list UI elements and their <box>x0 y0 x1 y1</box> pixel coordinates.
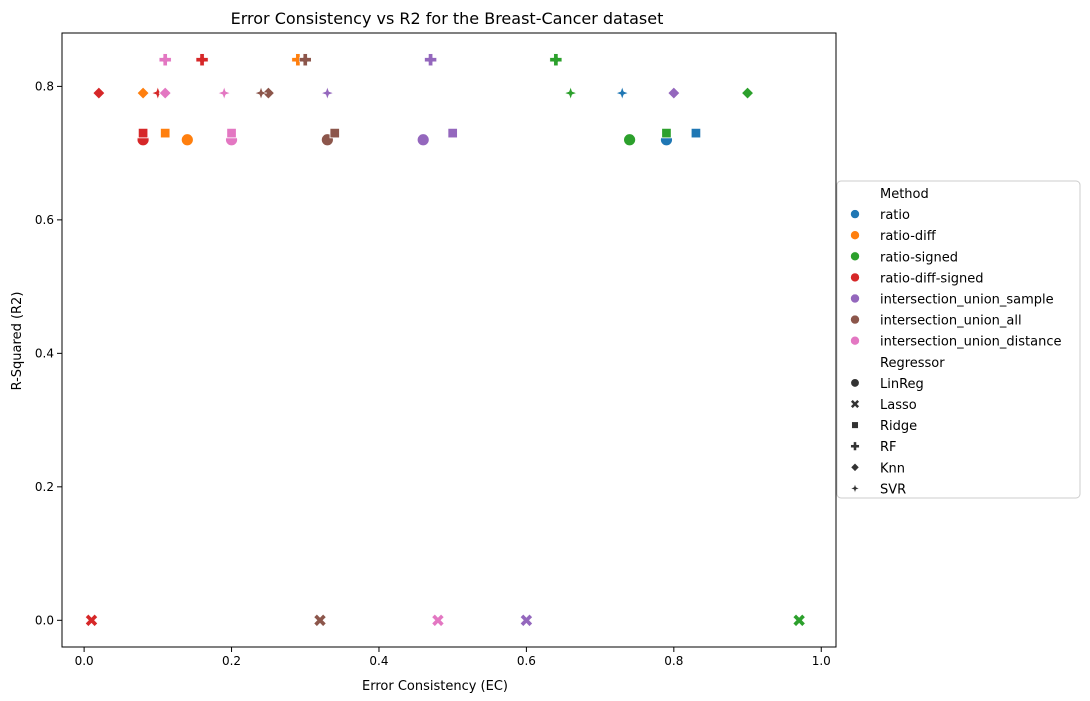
legend-swatch-intersection-union-distance <box>850 335 860 346</box>
point-ratio-signed-svr <box>563 86 578 100</box>
legend-entries: Method ratio ratio-diff ratio-signed ratio-d… <box>849 187 1061 497</box>
point-intersection-union-distance-rf <box>158 53 172 66</box>
legend-label: SVR <box>880 482 906 497</box>
point-ratio-ridge <box>690 127 702 139</box>
point-ratio-diff-signed-knn <box>92 86 106 100</box>
plot-area <box>61 32 837 648</box>
legend: Method ratio ratio-diff ratio-signed ratio-d… <box>836 180 1081 499</box>
x-tick-label: 0.6 <box>517 654 536 668</box>
point-intersection-union-sample-ridge <box>447 127 458 139</box>
point-ratio-diff-signed-rf <box>195 53 209 66</box>
point-intersection-union-sample-knn <box>667 86 681 100</box>
y-tick-label: 0.8 <box>35 79 54 93</box>
point-intersection-union-all-svr <box>254 86 268 100</box>
point-ratio-signed-ridge <box>661 127 672 139</box>
legend-label: intersection_union_sample <box>880 293 1054 308</box>
y-axis-ticks: 0.0 0.2 0.4 0.6 0.8 <box>35 79 62 627</box>
legend-swatch-intersection-union-all <box>850 314 860 325</box>
point-intersection-union-distance-svr <box>217 86 231 100</box>
x-axis-ticks: 0.0 0.2 0.4 0.6 0.8 1.0 <box>75 647 831 668</box>
point-ratio-signed-rf <box>549 53 563 66</box>
legend-marker-lasso <box>850 399 860 409</box>
legend-label: ratio <box>880 208 910 223</box>
point-intersection-union-all-knn <box>261 86 275 100</box>
point-ratio-svr <box>615 86 629 100</box>
legend-label: Knn <box>880 461 905 476</box>
legend-label: Lasso <box>880 398 917 413</box>
point-intersection-union-sample-svr <box>320 86 335 100</box>
legend-swatch-ratio-diff-signed <box>850 272 860 283</box>
point-ratio-diff-ridge <box>160 127 171 139</box>
x-tick-label: 0.8 <box>664 654 683 668</box>
legend-marker-ridge <box>851 421 859 429</box>
legend-method-title: Method <box>880 187 929 202</box>
legend-regressor-title: Regressor <box>880 356 945 371</box>
point-intersection-union-all-lasso <box>313 613 327 627</box>
point-intersection-union-all-rf <box>299 53 312 66</box>
legend-marker-linreg <box>850 378 860 388</box>
point-ratio-diff-knn <box>136 86 150 100</box>
legend-label: ratio-diff-signed <box>880 271 984 286</box>
x-tick-label: 0.4 <box>369 654 388 668</box>
axes-frame <box>61 32 837 648</box>
chart-title: Error Consistency vs R2 for the Breast-C… <box>231 9 664 28</box>
point-ratio-diff-signed-ridge <box>137 127 149 139</box>
x-axis-label: Error Consistency (EC) <box>362 679 508 694</box>
y-axis-label: R-Squared (R2) <box>10 292 25 391</box>
legend-label: LinReg <box>880 377 924 392</box>
legend-label: ratio-signed <box>880 250 958 265</box>
point-intersection-union-sample-lasso <box>519 613 533 627</box>
legend-swatch-ratio <box>850 209 860 219</box>
legend-label: RF <box>880 440 897 455</box>
legend-label: ratio-diff <box>880 229 937 244</box>
y-tick-label: 0.4 <box>35 346 54 360</box>
legend-swatch-ratio-diff <box>850 230 860 240</box>
point-ratio-signed-lasso <box>792 613 806 627</box>
y-tick-label: 0.2 <box>35 480 54 494</box>
x-tick-label: 0.0 <box>75 654 94 668</box>
y-tick-label: 0.6 <box>35 213 54 227</box>
legend-label: Ridge <box>880 419 917 434</box>
legend-marker-knn <box>850 462 860 473</box>
legend-label: intersection_union_all <box>880 314 1022 329</box>
legend-label: intersection_union_distance <box>880 335 1061 350</box>
point-ratio-diff-linreg <box>180 133 194 147</box>
legend-swatch-ratio-signed <box>850 251 860 262</box>
x-tick-label: 0.2 <box>222 654 241 668</box>
y-tick-label: 0.0 <box>35 613 54 627</box>
legend-frame <box>836 180 1081 499</box>
point-ratio-signed-linreg <box>623 133 636 147</box>
point-ratio-diff-signed-lasso <box>85 613 98 627</box>
point-ratio-signed-knn <box>740 86 755 100</box>
point-intersection-union-sample-linreg <box>416 133 430 147</box>
point-intersection-union-sample-rf <box>424 53 437 66</box>
point-intersection-union-all-ridge <box>329 127 340 139</box>
legend-swatch-intersection-union-sample <box>850 293 860 304</box>
legend-marker-rf <box>850 441 860 451</box>
point-intersection-union-distance-lasso <box>431 613 445 627</box>
point-intersection-union-distance-ridge <box>226 127 237 139</box>
x-tick-label: 1.0 <box>812 654 831 668</box>
point-intersection-union-distance-knn <box>158 86 172 100</box>
data-points <box>85 53 806 627</box>
legend-marker-svr <box>849 483 861 494</box>
